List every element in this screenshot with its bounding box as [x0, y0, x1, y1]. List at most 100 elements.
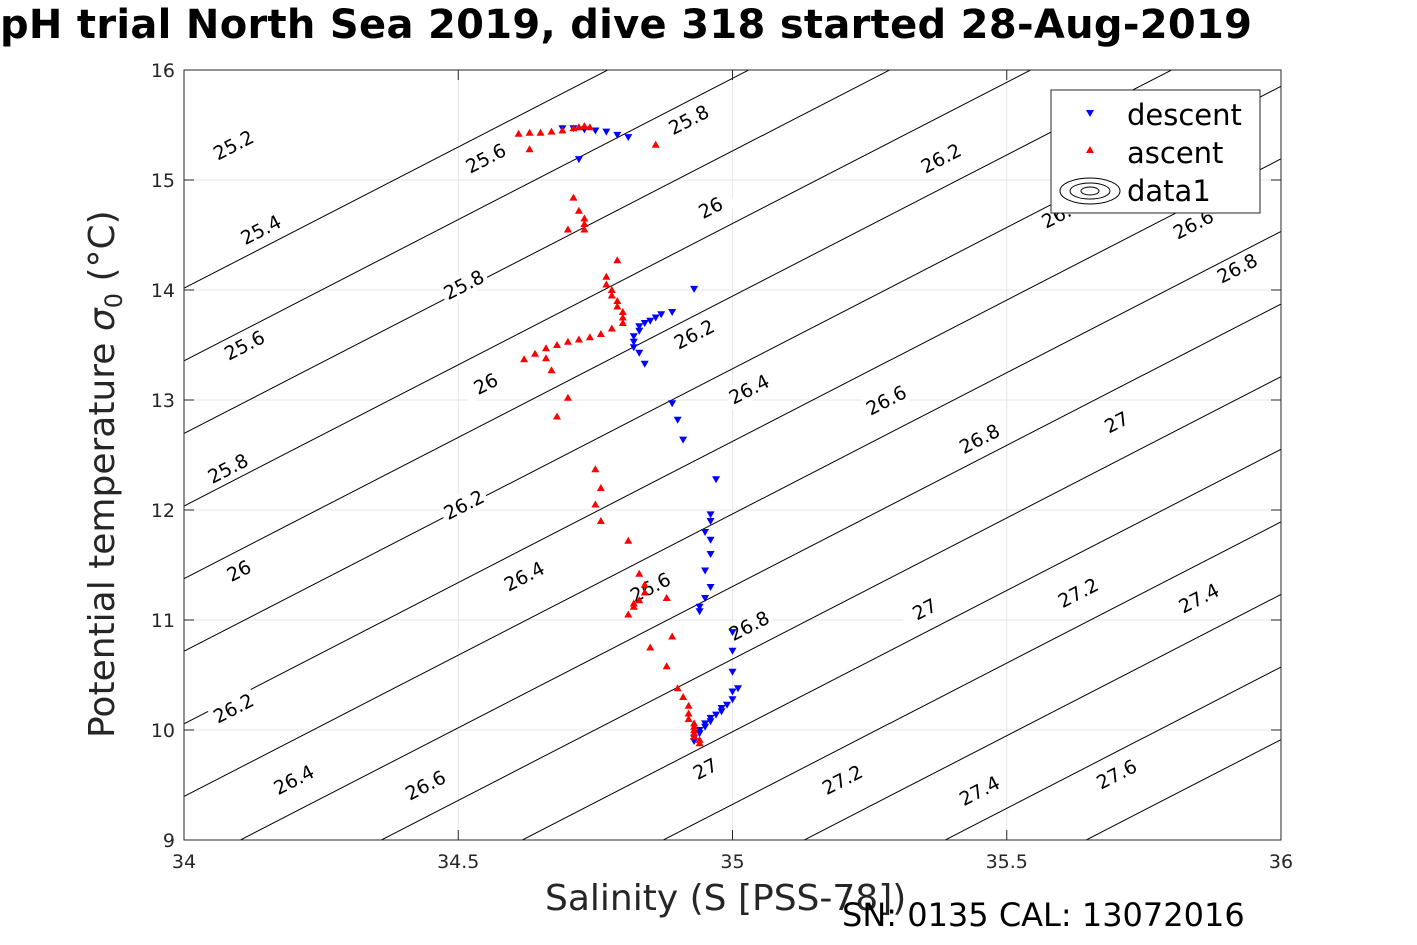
descent-point — [728, 647, 737, 655]
contour-label-bg — [815, 758, 869, 801]
ascent-point — [531, 349, 540, 357]
descent-point — [706, 718, 715, 726]
descent-point — [640, 320, 649, 327]
ascent-point — [596, 484, 605, 491]
contour-label-bg — [437, 483, 491, 526]
ascent-point — [640, 588, 649, 596]
isopycnal-line — [803, 593, 1281, 840]
y-axis-label-subscript: 0 — [100, 293, 128, 309]
isopycnal-line — [662, 521, 1281, 840]
contour-label-bg — [722, 368, 776, 410]
isopycnal-line — [184, 70, 1032, 507]
ascent-point — [618, 308, 627, 315]
ascent-point — [596, 517, 605, 524]
ascent-point — [624, 610, 633, 618]
contour-label-bg — [722, 604, 776, 647]
ascent-point — [585, 123, 594, 131]
ascent-point — [684, 715, 693, 722]
contour-label-bg — [1172, 577, 1226, 619]
contour-label-bg — [898, 588, 951, 630]
descent-point — [706, 536, 715, 544]
isopycnal-line — [944, 666, 1281, 840]
axis-ticks: 34 34.5 35 35.5 36 9 10 11 12 13 14 15 16 — [151, 60, 1293, 873]
legend-descent-label: descent — [1127, 98, 1242, 132]
ascent-point — [525, 145, 534, 153]
descent-point — [629, 333, 638, 341]
ascent-point — [547, 366, 556, 374]
ascent-point — [679, 693, 688, 700]
descent-point — [701, 567, 710, 575]
ascent-point — [580, 214, 589, 222]
x-tick-label: 34.5 — [437, 851, 479, 873]
x-tick-label: 35.5 — [986, 851, 1028, 873]
ascent-point — [607, 286, 616, 293]
ascent-point — [542, 354, 551, 362]
ascent-point — [607, 324, 616, 332]
descent-point — [679, 436, 688, 444]
y-tick-label: 13 — [151, 390, 175, 412]
legend: descent ascent data1 — [1050, 89, 1261, 214]
contour-label-bg — [1090, 753, 1143, 795]
descent-point — [646, 317, 655, 325]
ascent-point — [574, 335, 583, 343]
ascent-point — [574, 206, 583, 214]
serial-calibration-footer: SN: 0135 CAL: 13072016 — [842, 896, 1245, 934]
contour-label-bg — [201, 447, 255, 489]
ascent-point — [602, 272, 611, 280]
descent-point — [695, 608, 704, 616]
descent-point — [712, 476, 721, 484]
y-tick-label: 16 — [151, 60, 175, 82]
ascent-point — [580, 220, 589, 227]
ascent-point — [684, 709, 693, 717]
ascent-point — [552, 341, 561, 348]
x-tick-label: 36 — [1269, 851, 1293, 873]
contour-label-bg — [1210, 247, 1264, 289]
descent-point — [701, 723, 710, 731]
descent-point — [651, 314, 660, 322]
legend-data1-label: data1 — [1127, 174, 1211, 208]
legend-box — [1050, 89, 1261, 214]
x-tick-label: 35 — [720, 851, 744, 873]
descent-point — [706, 584, 715, 591]
ascent-point — [525, 128, 534, 136]
descent-point — [624, 134, 633, 142]
legend-ascent-label: ascent — [1127, 136, 1223, 170]
x-tick-label: 34 — [172, 851, 196, 873]
descent-point — [602, 128, 611, 136]
contour-label-bg — [497, 555, 551, 597]
descent-point — [706, 511, 715, 519]
contour-label-bg — [267, 758, 321, 801]
y-tick-label: 15 — [151, 170, 175, 192]
ascent-point — [651, 140, 660, 148]
ascent-point — [596, 330, 605, 337]
contour-label-bg — [667, 313, 721, 355]
contour-label-bg — [437, 263, 491, 306]
legend-contour-icon — [1059, 177, 1121, 205]
ascent-point — [552, 412, 561, 420]
contour-label-bg — [623, 566, 677, 608]
isopycnal-line — [184, 70, 750, 362]
ascent-point — [569, 193, 578, 201]
ascent-point — [536, 128, 545, 136]
y-tick-label: 12 — [151, 500, 175, 522]
contour-label-bg — [459, 137, 513, 179]
ascent-point — [668, 632, 677, 640]
descent-point — [706, 518, 715, 525]
ascent-point — [563, 393, 572, 401]
ascent-point — [662, 594, 671, 601]
isopycnal-line — [1085, 739, 1281, 840]
descent-point — [723, 701, 732, 709]
ascent-point — [602, 280, 611, 288]
ascent-point — [673, 684, 682, 692]
descent-point — [712, 711, 721, 719]
descent-point — [668, 400, 677, 408]
descent-point — [613, 131, 622, 139]
contour-label-bg — [1090, 401, 1143, 443]
ascent-point — [618, 319, 627, 326]
ascent-point — [635, 596, 644, 604]
ascent-point — [629, 602, 638, 610]
contour-label-bg — [662, 98, 715, 141]
ascent-point — [585, 333, 594, 341]
ascent-point — [547, 127, 556, 135]
